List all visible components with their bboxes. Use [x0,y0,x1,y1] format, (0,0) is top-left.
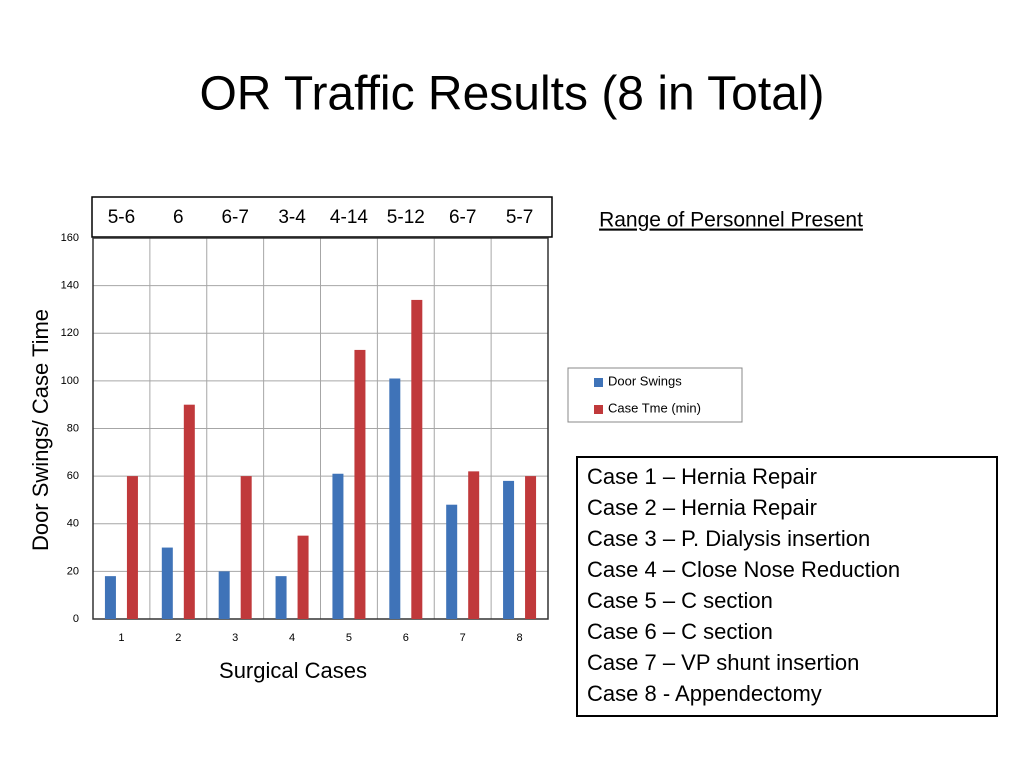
x-axis-label: Surgical Cases [219,658,367,683]
bar [411,299,423,619]
x-tick-label: 6 [403,632,409,644]
bar [354,349,366,619]
case-line: Case 3 – P. Dialysis insertion [587,526,870,551]
x-tick-label: 2 [175,632,181,644]
bar [468,471,480,619]
case-box [576,456,998,717]
personnel-box [91,196,553,238]
personnel-range: 5-7 [506,207,533,228]
x-tick-label: 7 [460,632,466,644]
case-line: Case 2 – Hernia Repair [587,495,817,520]
personnel-range: 6-7 [449,207,476,228]
personnel-range: 5-6 [108,207,135,228]
personnel-label: Range of Personnel Present [599,209,863,232]
personnel-range: 3-4 [278,207,306,228]
x-tick-label: 1 [118,632,124,644]
case-line: Case 7 – VP shunt insertion [587,650,859,675]
x-tick-label: 3 [232,632,238,644]
personnel-range: 6 [173,207,184,228]
y-tick-label: 140 [61,280,79,292]
personnel-range: 4-14 [330,207,368,228]
bar [161,547,173,619]
y-tick-label: 160 [61,232,79,244]
personnel-range: 5-12 [387,207,425,228]
y-tick-label: 100 [61,375,79,387]
case-line: Case 8 - Appendectomy [587,681,822,706]
y-tick-label: 60 [67,470,79,482]
y-tick-label: 0 [73,613,79,625]
personnel-range: 6-7 [221,207,248,228]
case-line: Case 1 – Hernia Repair [587,464,817,489]
y-axis-label: Door Swings/ Case Time [28,309,53,551]
y-tick-label: 80 [67,422,79,434]
y-tick-label: 40 [67,518,79,530]
bar [183,404,195,619]
case-line: Case 5 – C section [587,588,773,613]
slide-title: OR Traffic Results (8 in Total) [199,68,824,121]
bar [126,476,138,619]
y-tick-label: 120 [61,327,79,339]
bar [104,576,116,619]
legend-label: Door Swings [608,373,682,388]
x-tick-label: 5 [346,632,352,644]
bar [446,504,458,619]
bar [332,473,344,619]
y-tick-label: 20 [67,565,79,577]
legend-swatch [594,405,603,414]
x-tick-label: 8 [517,632,523,644]
legend-swatch [594,378,603,387]
bar [240,476,252,619]
legend-label: Case Tme (min) [608,400,701,415]
case-line: Case 6 – C section [587,619,773,644]
bar [503,480,515,619]
bar [525,476,537,619]
x-tick-label: 4 [289,632,295,644]
bar [218,571,230,619]
bar [275,576,287,619]
bar [297,535,309,619]
plot-border [92,237,549,620]
bar [389,378,401,619]
case-line: Case 4 – Close Nose Reduction [587,557,900,582]
